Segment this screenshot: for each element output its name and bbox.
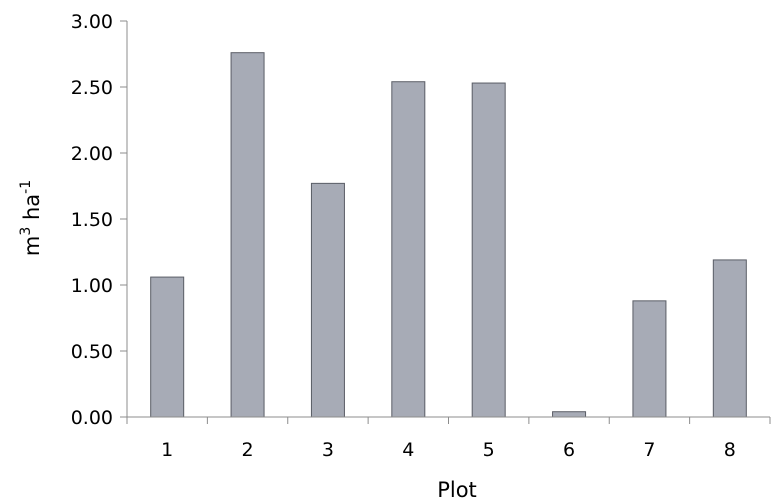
y-tick-label: 0.00 [71,407,113,429]
bar-plot-3 [310,182,345,418]
x-tick-label: 7 [643,439,655,461]
bar-plot-6 [552,411,587,418]
y-axis-label: m3 ha-1 [18,180,44,256]
y-axis-label-sup2: -1 [18,180,34,194]
y-axis-ticks: 0.00 0.50 1.00 1.50 2.00 2.50 3.00 [71,11,127,429]
bar-plot-5 [471,82,506,418]
x-tick-label: 3 [322,439,334,461]
x-tick-label: 8 [724,439,736,461]
bar-plot-2 [230,52,265,418]
y-tick-label: 2.00 [71,143,113,165]
x-tick-label: 1 [161,439,173,461]
bar-plot-1 [150,276,185,418]
y-axis-label-base: m [20,236,44,256]
x-tick-label: 6 [563,439,575,461]
y-tick-label: 1.00 [71,275,113,297]
y-axis-label-sup1: 3 [18,227,34,236]
y-tick-label: 2.50 [71,77,113,99]
x-tick-label: 2 [242,439,254,461]
bar-plot-4 [391,81,426,418]
y-tick-label: 1.50 [71,209,113,231]
x-tick-label: 5 [483,439,495,461]
y-tick-label: 0.50 [71,341,113,363]
x-axis-label: Plot [437,478,477,502]
bars [150,52,747,418]
x-axis-ticks: 1 2 3 4 5 6 7 8 [126,417,771,461]
y-tick-label: 3.00 [71,11,113,33]
x-tick-label: 4 [402,439,414,461]
y-axis-label-mid: ha [20,194,44,227]
bar-plot-8 [712,259,747,418]
bar-plot-7 [632,300,667,418]
